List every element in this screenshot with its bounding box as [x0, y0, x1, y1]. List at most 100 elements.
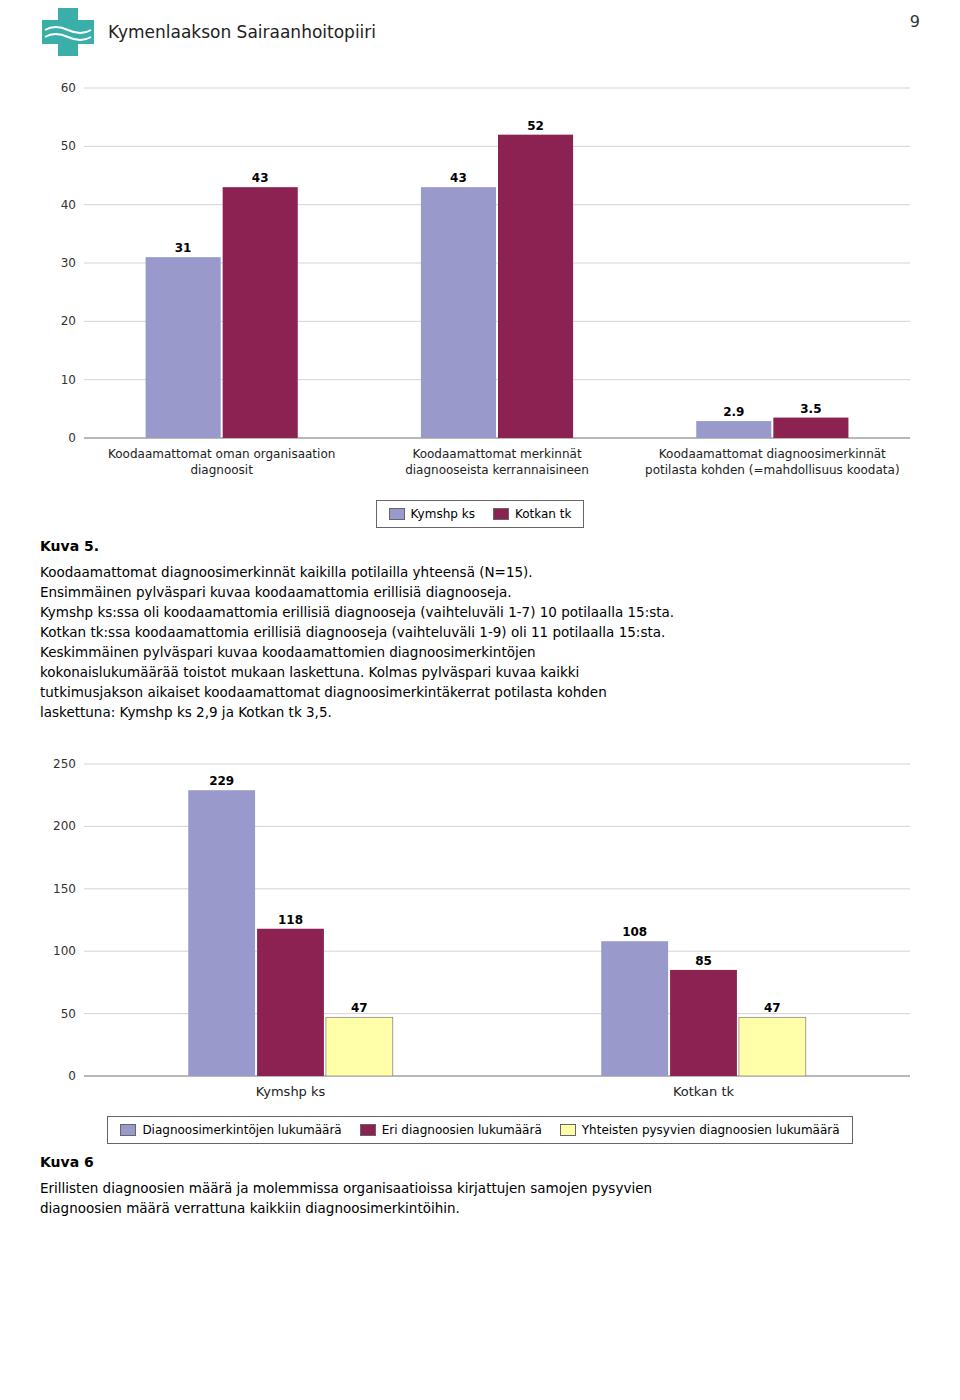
legend-item: Kotkan tk: [493, 507, 571, 521]
x-tick-label: Koodaamattomat oman organisaation diagnoo…: [108, 447, 335, 477]
legend-label: Diagnoosimerkintöjen lukumäärä: [142, 1123, 341, 1137]
legend: Diagnoosimerkintöjen lukumäärä Eri diagno…: [107, 1116, 852, 1144]
x-tick-label: Koodaamattomat merkinnät diagnooseista ke…: [405, 447, 589, 477]
grid-line: [84, 146, 910, 147]
bar: [257, 929, 324, 1076]
caption-title: Kuva 5.: [40, 538, 920, 554]
x-tick-label-line: Koodaamattomat oman organisaation: [108, 447, 335, 461]
bar: [188, 790, 255, 1076]
bar: [223, 187, 298, 438]
x-tick-label-line: Koodaamattomat merkinnät: [412, 447, 581, 461]
y-tick-label: 50: [61, 1007, 76, 1021]
caption-line: kokonaislukumäärää toistot mukaan lasket…: [40, 662, 920, 682]
caption-line: Koodaamattomat diagnoosimerkinnät kaikil…: [40, 562, 920, 582]
data-labels: 31 43 2.9 43 52 3.5: [175, 119, 822, 419]
chart: 0 50 100 150 200 250 229 108 118 85 47 47 Kymshp ks K…: [40, 740, 920, 1110]
bars: [146, 135, 849, 438]
data-label: 47: [764, 1001, 781, 1015]
data-label: 85: [695, 954, 712, 968]
data-label: 2.9: [723, 405, 744, 419]
x-tick-label: Kotkan tk: [673, 1084, 735, 1099]
legend-swatch: [360, 1124, 376, 1136]
bar: [670, 970, 737, 1076]
legend-swatch: [560, 1124, 576, 1136]
caption: Kuva 6 Erillisten diagnoosien määrä ja mo…: [40, 1154, 920, 1218]
x-tick-label-line: diagnoosit: [190, 463, 253, 477]
bar: [421, 187, 496, 438]
x-tick-label-line: Koodaamattomat diagnoosimerkinnät: [659, 447, 886, 461]
y-tick-label: 50: [61, 139, 76, 153]
legend-swatch: [389, 508, 405, 520]
y-tick-label: 0: [68, 431, 76, 445]
caption-line: Keskimmäinen pylväspari kuvaa koodaamatt…: [40, 642, 920, 662]
x-tick-label: Kymshp ks: [256, 1084, 326, 1099]
bar: [773, 418, 848, 438]
legend-swatch: [120, 1124, 136, 1136]
legend-wrap: Diagnoosimerkintöjen lukumäärä Eri diagno…: [40, 1116, 920, 1144]
y-tick-label: 0: [68, 1069, 76, 1083]
legend-item: Yhteisten pysyvien diagnoosien lukumäärä: [560, 1123, 840, 1137]
legend-item: Kymshp ks: [389, 507, 475, 521]
grid-line: [84, 88, 910, 89]
legend-label: Kymshp ks: [411, 507, 475, 521]
legend-label: Yhteisten pysyvien diagnoosien lukumäärä: [582, 1123, 840, 1137]
data-label: 118: [278, 913, 303, 927]
header: Kymenlaakson Sairaanhoitopiiri 9: [40, 0, 920, 64]
x-tick-label-line: Kotkan tk: [673, 1084, 735, 1099]
legend-label: Eri diagnoosien lukumäärä: [382, 1123, 542, 1137]
x-tick-label: Koodaamattomat diagnoosimerkinnät potilas…: [645, 447, 900, 477]
data-label: 3.5: [800, 402, 821, 416]
logo-wave: [45, 34, 91, 40]
caption-line: diagnoosien määrä verrattuna kaikkiin di…: [40, 1198, 920, 1218]
data-label: 31: [175, 241, 192, 255]
y-tick-label: 150: [53, 882, 76, 896]
caption-line: tutkimusjakson aikaiset koodaamattomat d…: [40, 682, 920, 702]
grid-line: [84, 204, 910, 205]
y-tick-label: 20: [61, 314, 76, 328]
data-label: 108: [622, 925, 647, 939]
page: Kymenlaakson Sairaanhoitopiiri 9 0 10 20 30 40…: [0, 0, 960, 1218]
caption: Kuva 5. Koodaamattomat diagnoosimerkinnät…: [40, 538, 920, 722]
x-tick-label-line: Kymshp ks: [256, 1084, 326, 1099]
header-text: Kymenlaakson Sairaanhoitopiiri: [108, 22, 376, 42]
y-tick-label: 60: [61, 81, 76, 95]
legend: Kymshp ks Kotkan tk: [376, 500, 585, 528]
bar: [696, 421, 771, 438]
logo: [40, 6, 96, 58]
caption-line: laskettuna: Kymshp ks 2,9 ja Kotkan tk 3…: [40, 702, 920, 722]
data-label: 47: [351, 1001, 368, 1015]
bar: [498, 135, 573, 438]
chart: 0 10 20 30 40 50 60 31 43 2.9 43 52 3.5 Koodaamattoma…: [40, 64, 920, 494]
page-number: 9: [910, 12, 920, 31]
bar: [326, 1017, 393, 1076]
y-tick-label: 40: [61, 198, 76, 212]
bar: [146, 257, 221, 438]
data-label: 52: [527, 119, 544, 133]
bar: [601, 941, 668, 1076]
caption-line: Erillisten diagnoosien määrä ja molemmis…: [40, 1178, 920, 1198]
caption-line: Kotkan tk:ssa koodaamattomia erillisiä d…: [40, 622, 920, 642]
x-tick-label-line: potilasta kohden (=mahdollisuus koodata): [645, 463, 900, 477]
data-label: 43: [252, 171, 269, 185]
legend-label: Kotkan tk: [515, 507, 571, 521]
logo-wave: [45, 27, 91, 33]
legend-item: Eri diagnoosien lukumäärä: [360, 1123, 542, 1137]
grid-line: [84, 764, 910, 765]
y-tick-label: 30: [61, 256, 76, 270]
y-tick-label: 100: [53, 944, 76, 958]
y-tick-label: 250: [53, 757, 76, 771]
bars: [188, 790, 806, 1076]
data-labels: 229 108 118 85 47 47: [209, 774, 781, 1015]
y-tick-label: 200: [53, 819, 76, 833]
data-label: 43: [450, 171, 467, 185]
logo-part: [42, 20, 94, 44]
caption-title: Kuva 6: [40, 1154, 920, 1170]
caption-line: Kymshp ks:ssa oli koodaamattomia erillis…: [40, 602, 920, 622]
legend-swatch: [493, 508, 509, 520]
legend-wrap: Kymshp ks Kotkan tk: [40, 500, 920, 528]
caption-line: Ensimmäinen pylväspari kuvaa koodaamatto…: [40, 582, 920, 602]
bar: [739, 1017, 806, 1076]
data-label: 229: [209, 774, 234, 788]
x-tick-label-line: diagnooseista kerrannaisineen: [405, 463, 589, 477]
y-tick-label: 10: [61, 373, 76, 387]
